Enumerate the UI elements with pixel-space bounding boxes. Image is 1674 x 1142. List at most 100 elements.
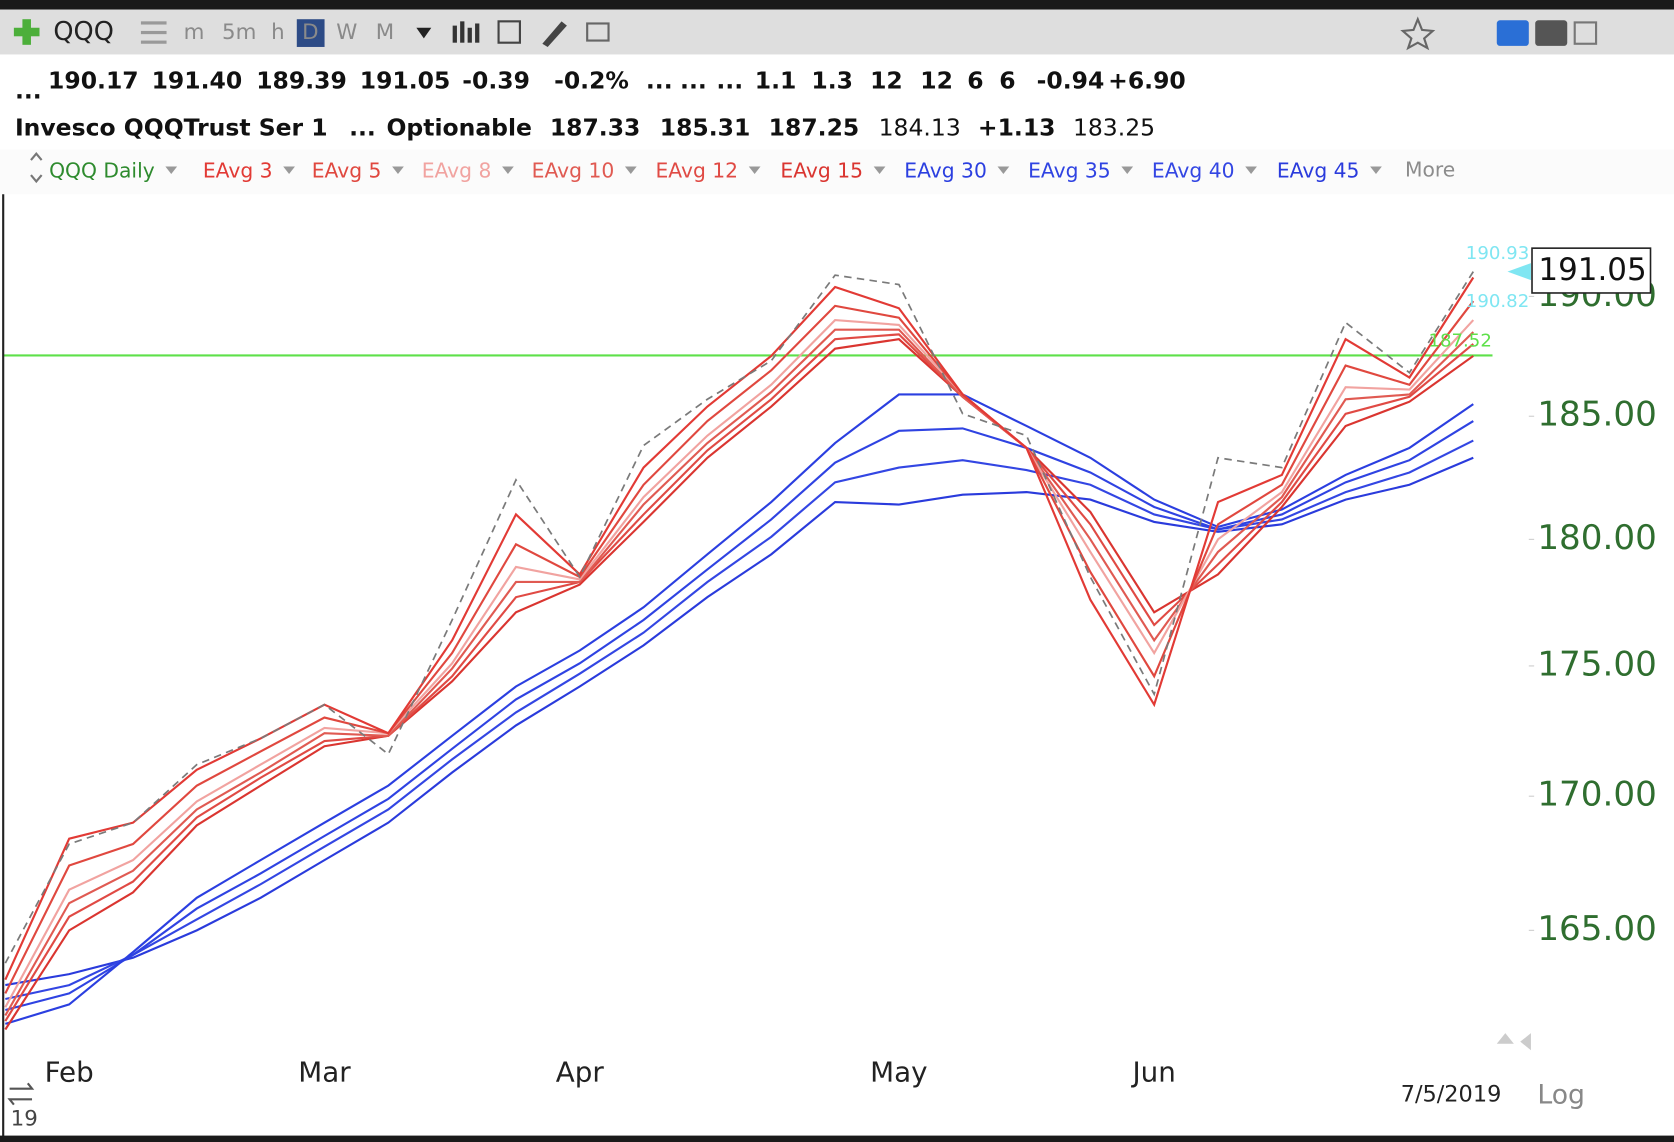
legend-dropdown[interactable] xyxy=(392,166,404,174)
period-dropdown[interactable] xyxy=(416,27,432,39)
last-date: 7/5/2019 xyxy=(1401,1082,1502,1108)
series-line xyxy=(4,300,1475,994)
legend-entry[interactable]: EAvg 8 xyxy=(422,158,492,182)
legend-entry[interactable]: EAvg 40 xyxy=(1152,158,1235,182)
series-line xyxy=(5,393,1474,1025)
add-icon[interactable] xyxy=(13,19,40,45)
quote-value: 191.40 xyxy=(152,67,243,95)
year-stub: 19 xyxy=(11,1107,38,1132)
draw-icon[interactable] xyxy=(542,21,567,47)
legend-dropdown[interactable] xyxy=(624,166,637,174)
quote-detail: 183.25 xyxy=(1073,114,1155,142)
y-tick-label: 170.00 xyxy=(1537,775,1656,815)
legend-entry[interactable]: EAvg 30 xyxy=(904,158,987,182)
grid-icon[interactable] xyxy=(497,20,521,44)
bottom-edge xyxy=(0,1135,1674,1142)
period-button[interactable]: D xyxy=(302,20,318,45)
legend-dropdown[interactable] xyxy=(748,166,761,174)
x-tick-label: Apr xyxy=(556,1056,605,1089)
legend-dropdown[interactable] xyxy=(165,166,178,174)
more-button[interactable]: More xyxy=(1405,157,1455,181)
note-icon[interactable] xyxy=(586,22,610,42)
series-line xyxy=(4,271,1475,964)
quote-value: 1.3 xyxy=(811,67,853,95)
quote-value: 189.39 xyxy=(256,67,347,95)
series-line xyxy=(4,333,1474,1022)
legend-dropdown[interactable] xyxy=(1245,166,1257,174)
quote-detail: 185.31 xyxy=(660,114,751,142)
last-price-box xyxy=(1531,247,1652,294)
quote-value: 191.05 xyxy=(360,67,451,95)
marker-label: 190.93 xyxy=(1466,243,1529,264)
legend-dropdown[interactable] xyxy=(1370,166,1382,174)
legend-entry[interactable]: EAvg 10 xyxy=(532,158,615,182)
quote-detail: 184.13 xyxy=(879,114,961,142)
scroll-arrows[interactable] xyxy=(1496,1033,1531,1051)
quote-detail: 187.33 xyxy=(550,114,641,142)
log-toggle[interactable]: Log xyxy=(1537,1080,1585,1111)
quote-value: 12 xyxy=(870,67,903,95)
quote-value: -0.39 xyxy=(462,67,530,95)
quote-value: 6 xyxy=(967,67,983,95)
legend-entry[interactable]: EAvg 45 xyxy=(1277,158,1360,182)
marker-label: 190.82 xyxy=(1466,291,1529,312)
quote-value: 190.17 xyxy=(48,67,139,95)
quote-value: ... xyxy=(15,76,42,104)
period-button[interactable]: 5m xyxy=(222,20,256,45)
period-active xyxy=(296,19,325,47)
legend-entry[interactable]: EAvg 15 xyxy=(780,158,863,182)
legend-dropdown[interactable] xyxy=(873,166,886,174)
legend-dropdown[interactable] xyxy=(502,166,514,174)
t-button[interactable] xyxy=(1535,20,1568,46)
quote-value: -0.94 xyxy=(1037,67,1105,95)
series-line xyxy=(4,276,1475,981)
last-price-pointer xyxy=(1507,263,1531,281)
legend-entry[interactable]: EAvg 12 xyxy=(656,158,739,182)
legend-dropdown[interactable] xyxy=(283,166,295,174)
x-tick-label: Jun xyxy=(1130,1056,1175,1089)
quote-detail: ... xyxy=(349,114,376,142)
legend-entry[interactable]: EAvg 5 xyxy=(312,158,382,182)
y-tick-label: 175.00 xyxy=(1537,644,1656,684)
legend-dropdown[interactable] xyxy=(997,166,1010,174)
series-line xyxy=(5,420,1474,1012)
quote-value: ... xyxy=(716,67,743,95)
quote-value: 12 xyxy=(920,67,953,95)
star-icon[interactable] xyxy=(1400,16,1436,51)
legend-bar xyxy=(0,149,1674,195)
symbol[interactable]: QQQ xyxy=(53,17,113,47)
quote-value: +6.90 xyxy=(1108,67,1186,95)
quote-value: -0.2% xyxy=(554,67,629,95)
x-tick-label: Mar xyxy=(298,1056,351,1089)
period-button[interactable]: h xyxy=(271,20,285,45)
sync-icon[interactable] xyxy=(7,1082,35,1106)
list-icon[interactable] xyxy=(140,21,167,44)
x-tick-label: May xyxy=(870,1056,927,1089)
quote-value: 6 xyxy=(999,67,1015,95)
top-edge xyxy=(0,0,1674,10)
last-price-label: 191.05 xyxy=(1538,252,1646,288)
quote-value: ... xyxy=(646,67,673,95)
period-button[interactable]: m xyxy=(184,20,205,45)
window-icon[interactable] xyxy=(1573,21,1598,45)
quote-value: ... xyxy=(680,67,707,95)
level-label: 187.52 xyxy=(1428,331,1491,352)
reorder-icon[interactable] xyxy=(30,152,43,184)
series-line xyxy=(4,338,1474,1031)
y-tick-label: 185.00 xyxy=(1537,395,1656,435)
quote-value: 1.1 xyxy=(755,67,797,95)
series-line xyxy=(4,328,1475,1017)
s-button[interactable] xyxy=(1496,20,1529,46)
bar-style-icon[interactable] xyxy=(452,21,480,43)
quote-detail: +1.13 xyxy=(978,114,1056,142)
legend-dropdown[interactable] xyxy=(1121,166,1134,174)
legend-entry[interactable]: QQQ Daily xyxy=(49,158,155,182)
period-button[interactable]: M xyxy=(376,20,394,45)
period-button[interactable]: W xyxy=(336,20,357,45)
quote-detail: 187.25 xyxy=(769,114,860,142)
series-line xyxy=(4,318,1475,1008)
legend-entry[interactable]: EAvg 35 xyxy=(1028,158,1111,182)
quote-detail: Invesco QQQTrust Ser 1 xyxy=(15,114,328,142)
legend-entry[interactable]: EAvg 3 xyxy=(203,158,273,182)
